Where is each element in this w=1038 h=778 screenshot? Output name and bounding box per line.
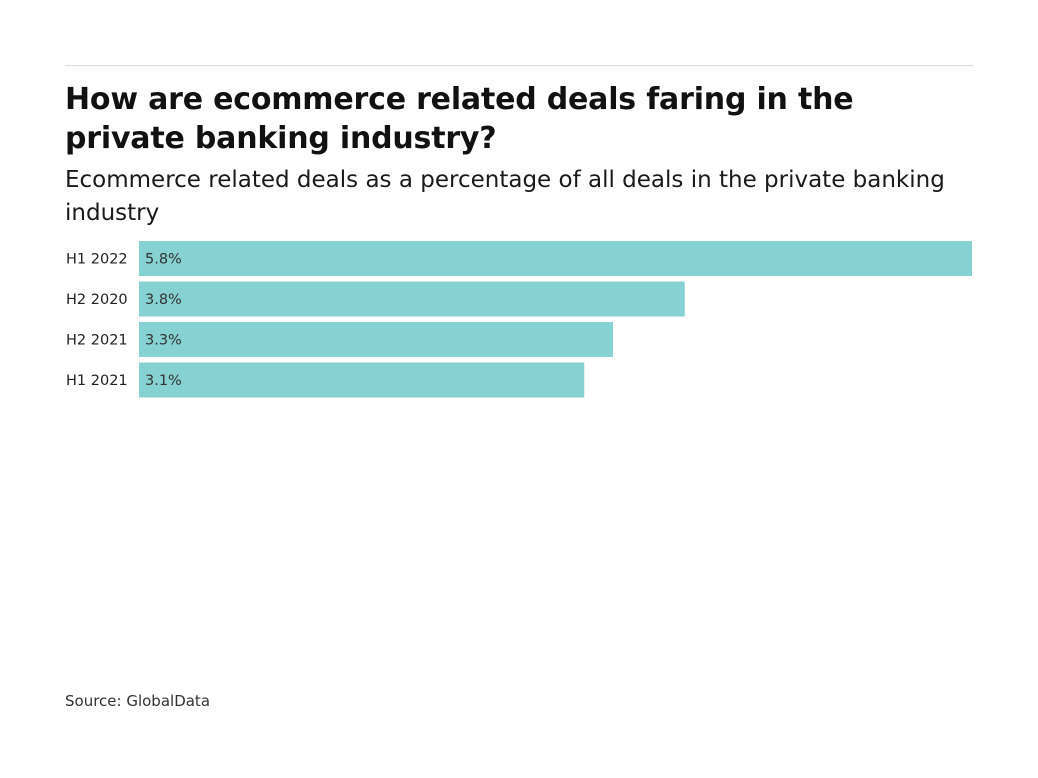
value-label: 3.3% [145,333,182,349]
value-label: 3.8% [145,292,182,308]
chart-subtitle: Ecommerce related deals as a percentage … [65,167,945,226]
bar-h2-2020 [139,281,685,317]
category-label: H2 2021 [66,333,128,349]
value-label: 3.1% [145,373,182,389]
category-label: H1 2021 [66,373,128,389]
value-label: 5.8% [145,252,182,268]
category-label: H1 2022 [66,252,128,268]
source-note: Source: GlobalData [65,692,211,710]
category-label: H2 2020 [66,292,128,308]
bar-h1-2022 [139,241,972,276]
top-divider [65,65,973,66]
bar-h2-2021 [139,322,613,357]
bar-h1-2021 [139,362,585,398]
chart-title: How are ecommerce related deals faring i… [65,82,854,156]
